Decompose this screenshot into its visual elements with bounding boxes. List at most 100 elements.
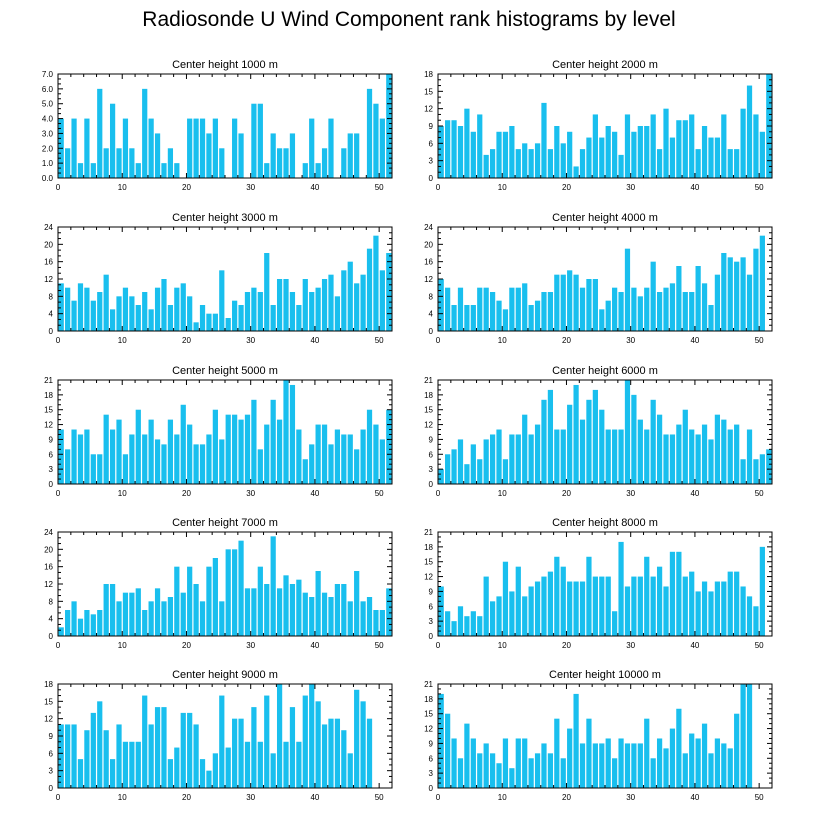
histogram-bar (199, 118, 206, 178)
histogram-bar (206, 313, 212, 331)
histogram-bar (727, 748, 733, 788)
y-tick-label: 12 (424, 275, 433, 284)
histogram-bar (451, 305, 457, 331)
histogram-bar (315, 424, 321, 484)
histogram-bar (734, 424, 740, 484)
histogram-bar (528, 434, 534, 484)
histogram-bar (341, 148, 347, 178)
histogram-bar (451, 621, 457, 636)
y-tick-label: 9 (429, 122, 434, 131)
histogram-bar (637, 419, 643, 484)
histogram-bar (650, 399, 656, 484)
histogram-bar (567, 131, 573, 178)
y-tick-label: 24 (44, 528, 53, 537)
histogram-bar (579, 581, 586, 636)
histogram-bar (624, 114, 631, 178)
histogram-bar (547, 571, 554, 636)
histogram-bar (206, 434, 212, 484)
y-tick-label: 24 (424, 223, 433, 232)
x-tick-label: 0 (436, 489, 441, 498)
histogram-bar (212, 118, 218, 178)
x-tick-label: 50 (375, 183, 384, 192)
histogram-bar (379, 610, 385, 636)
histogram-bar (528, 758, 534, 788)
histogram-bar (129, 148, 135, 178)
histogram-bar (135, 588, 141, 636)
histogram-bar (212, 558, 218, 636)
histogram-bar (309, 292, 315, 331)
histogram-bar (438, 279, 444, 331)
histogram-bar (483, 576, 489, 636)
histogram-bar (257, 741, 263, 788)
histogram-bar (618, 738, 624, 788)
histogram-panel: Center height 1000 m 0.0 1.0 2.0 3.0 4.0 5.0 6.… (42, 59, 393, 192)
histogram-bar (605, 126, 611, 178)
histogram-bar (708, 137, 714, 178)
histogram-bar (489, 434, 496, 484)
x-tick-label: 0 (56, 489, 61, 498)
histogram-bar (734, 713, 740, 788)
histogram-bar (264, 253, 270, 331)
histogram-bar (464, 616, 470, 636)
histogram-bar (612, 429, 618, 484)
x-tick-label: 50 (755, 641, 764, 650)
histogram-bar (663, 434, 669, 484)
histogram-bar (644, 718, 650, 788)
histogram-bar (554, 429, 560, 484)
histogram-bar (759, 454, 765, 484)
x-tick-label: 30 (626, 641, 635, 650)
histogram-bar (161, 601, 167, 636)
histogram-bar (445, 120, 451, 178)
histogram-bar (656, 566, 663, 636)
histogram-bar (714, 581, 721, 636)
panel-title: Center height 3000 m (172, 212, 278, 224)
panel-title: Center height 10000 m (549, 669, 661, 681)
panel-title: Center height 4000 m (552, 212, 658, 224)
histogram-bar (232, 118, 238, 178)
histogram-bar (721, 253, 727, 331)
histogram-bar (605, 429, 611, 484)
histogram-bar (77, 283, 84, 331)
histogram-bar (386, 588, 392, 636)
histogram-bar (695, 266, 701, 331)
histogram-bar (624, 586, 631, 636)
histogram-bar (676, 120, 682, 178)
histogram-bar (58, 429, 64, 484)
histogram-bar (618, 292, 624, 331)
x-tick-label: 20 (562, 336, 571, 345)
histogram-bar (714, 738, 721, 788)
histogram-bar (77, 618, 84, 636)
histogram-bar (721, 114, 727, 178)
y-tick-label: 9 (429, 435, 434, 444)
histogram-bar (477, 753, 483, 788)
histogram-bar (502, 309, 509, 331)
histogram-bar (592, 743, 598, 788)
histogram-bar (560, 274, 566, 331)
histogram-bar (740, 684, 746, 788)
histogram-bar (212, 409, 218, 484)
y-tick-label: 8 (49, 597, 54, 606)
y-tick-label: 3 (49, 465, 54, 474)
histogram-bar (103, 730, 109, 788)
histogram-bar (244, 292, 251, 331)
histogram-bar (759, 131, 765, 178)
y-tick-label: 21 (424, 528, 433, 537)
x-tick-label: 40 (690, 336, 699, 345)
histogram-panel: Center height 7000 m 0 4 8 12 16 20 24 0 10 20 30 40… (44, 517, 393, 650)
histogram-bar (438, 126, 444, 178)
histogram-bar (573, 166, 579, 178)
histogram-bar (727, 571, 733, 636)
histogram-bar (708, 439, 714, 484)
histogram-bar (309, 597, 315, 636)
y-tick-label: 2.0 (42, 144, 54, 153)
histogram-bar (502, 459, 509, 484)
histogram-bar (174, 434, 180, 484)
histogram-bar (174, 287, 180, 331)
histogram-bar (612, 287, 618, 331)
histogram-bar (244, 588, 251, 636)
histogram-bar (489, 149, 496, 178)
histogram-panel: Center height 10000 m 0 3 6 9 12 15 18 21 0 10 20 30… (424, 669, 773, 802)
y-tick-label: 4 (49, 615, 54, 624)
histogram-bar (618, 154, 624, 178)
x-tick-label: 20 (562, 489, 571, 498)
